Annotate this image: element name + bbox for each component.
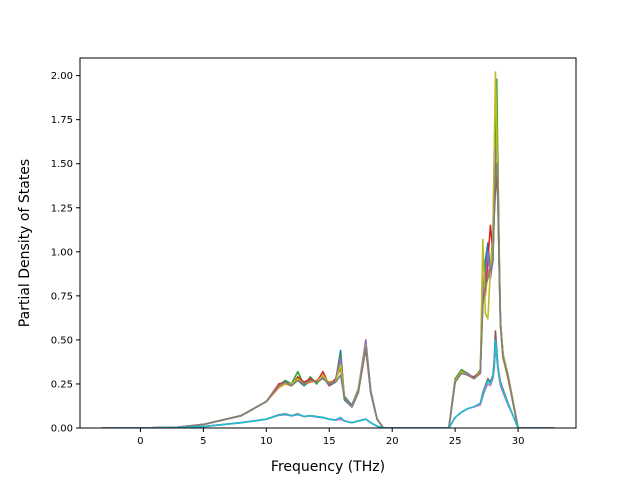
y-tick-label: 2.00 <box>51 71 73 82</box>
series-layer <box>101 71 555 428</box>
y-tick-label: 1.50 <box>51 159 73 170</box>
x-axis-ticks: 0 5 10 15 20 25 30 <box>137 428 524 447</box>
y-tick-label: 0.50 <box>51 335 73 346</box>
y-tick-label: 1.75 <box>51 115 73 126</box>
x-tick-label: 20 <box>386 436 399 447</box>
y-tick-label: 1.00 <box>51 247 73 258</box>
y-axis-label: Partial Density of States <box>17 159 33 327</box>
x-tick-label: 0 <box>137 436 143 447</box>
y-tick-label: 0.25 <box>51 379 73 390</box>
y-tick-label: 0.75 <box>51 291 73 302</box>
plot-frame <box>79 57 577 429</box>
y-tick-label: 1.25 <box>51 203 73 214</box>
x-tick-label: 10 <box>260 436 273 447</box>
y-tick-label: 0.00 <box>51 424 73 435</box>
x-tick-label: 15 <box>323 436 336 447</box>
series-line-7 <box>101 162 555 428</box>
x-axis-label: Frequency (THz) <box>271 459 385 475</box>
x-tick-label: 5 <box>200 436 206 447</box>
x-tick-label: 30 <box>512 436 525 447</box>
y-axis-ticks: 0.00 0.25 0.50 0.75 1.00 1.25 1.50 1.75 2.00 <box>51 71 80 435</box>
x-tick-label: 25 <box>449 436 462 447</box>
series-line-10 <box>101 339 555 428</box>
